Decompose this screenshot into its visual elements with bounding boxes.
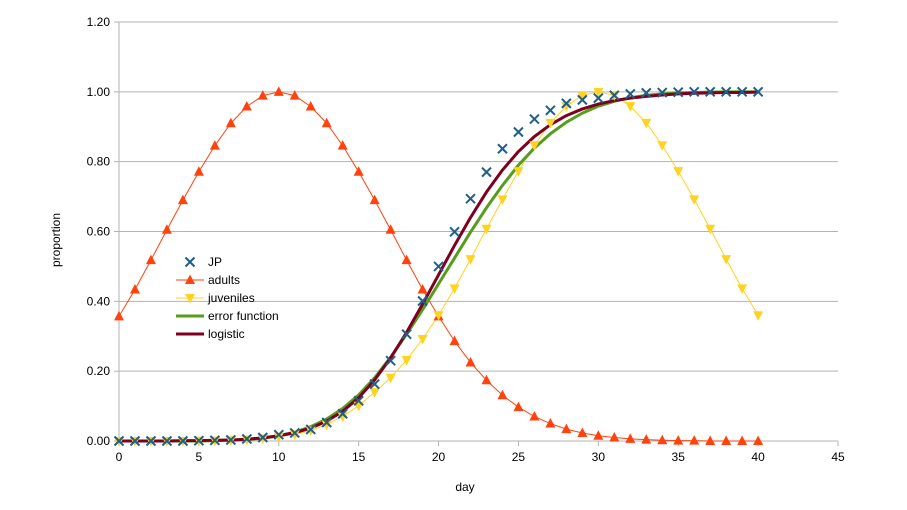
x-tick-label: 40: [751, 450, 765, 464]
x-tick-label: 25: [512, 450, 526, 464]
y-tick-label: 0.40: [87, 294, 111, 308]
y-tick-label: 0.80: [87, 155, 111, 169]
y-tick-label: 1.20: [87, 15, 111, 29]
x-tick-label: 10: [272, 450, 286, 464]
y-tick-label: 1.00: [87, 85, 111, 99]
legend-label: juveniles: [207, 291, 255, 305]
x-tick-label: 5: [196, 450, 203, 464]
y-axis-title: proportion: [49, 213, 63, 267]
y-tick-label: 0.00: [87, 434, 111, 448]
x-tick-label: 20: [432, 450, 446, 464]
x-axis-title: day: [455, 480, 474, 494]
legend-label: JP: [208, 255, 222, 269]
line-chart: 0 5 10 15 20 25 30 35 40 45 0.00 0.20 0.40 0.60 0.80 1…: [0, 0, 907, 510]
legend-label: adults: [208, 273, 240, 287]
legend-label: logistic: [208, 327, 245, 341]
x-tick-label: 0: [116, 450, 123, 464]
y-tick-label: 0.20: [87, 364, 111, 378]
y-tick-label: 0.60: [87, 225, 111, 239]
x-tick-label: 30: [592, 450, 606, 464]
legend-label: error function: [208, 309, 279, 323]
chart-background: [0, 0, 907, 510]
x-tick-label: 15: [352, 450, 366, 464]
x-tick-label: 45: [831, 450, 845, 464]
x-tick-label: 35: [672, 450, 686, 464]
